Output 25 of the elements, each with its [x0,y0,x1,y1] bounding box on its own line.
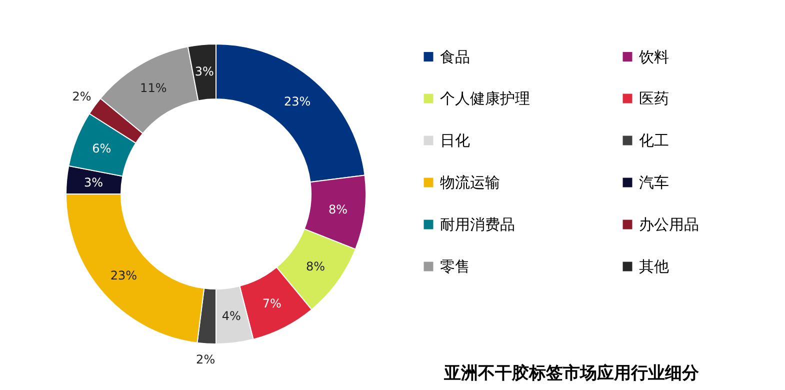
legend-label: 物流运输 [440,174,500,192]
data-label: 7% [262,296,282,311]
data-label: 6% [92,142,112,156]
legend-label: 医药 [639,90,669,108]
data-label: 8% [306,259,326,274]
data-label: 3% [194,64,214,79]
legend-label: 汽车 [639,174,669,192]
legend-label: 零售 [440,258,470,276]
legend-label: 个人健康护理 [440,90,530,108]
data-label: 23% [110,268,138,282]
legend-label: 日化 [440,132,470,150]
legend-label: 办公用品 [639,216,699,234]
legend-label: 耐用消费品 [440,216,515,234]
legend-label: 化工 [639,132,669,150]
text: 亚洲不干胶标签市场应用行业细分 [443,364,700,384]
data-label: 8% [328,202,348,216]
data-label: 23% [284,94,311,109]
data-label: 3% [84,175,104,190]
data-label: 4% [222,309,241,324]
data-label: 11% [140,81,167,96]
data-label: 2% [196,352,216,367]
legend-label: 饮料 [638,48,669,66]
legend-label: 其他 [639,258,669,276]
data-label: 2% [72,89,92,104]
legend-label: 食品 [440,48,470,66]
